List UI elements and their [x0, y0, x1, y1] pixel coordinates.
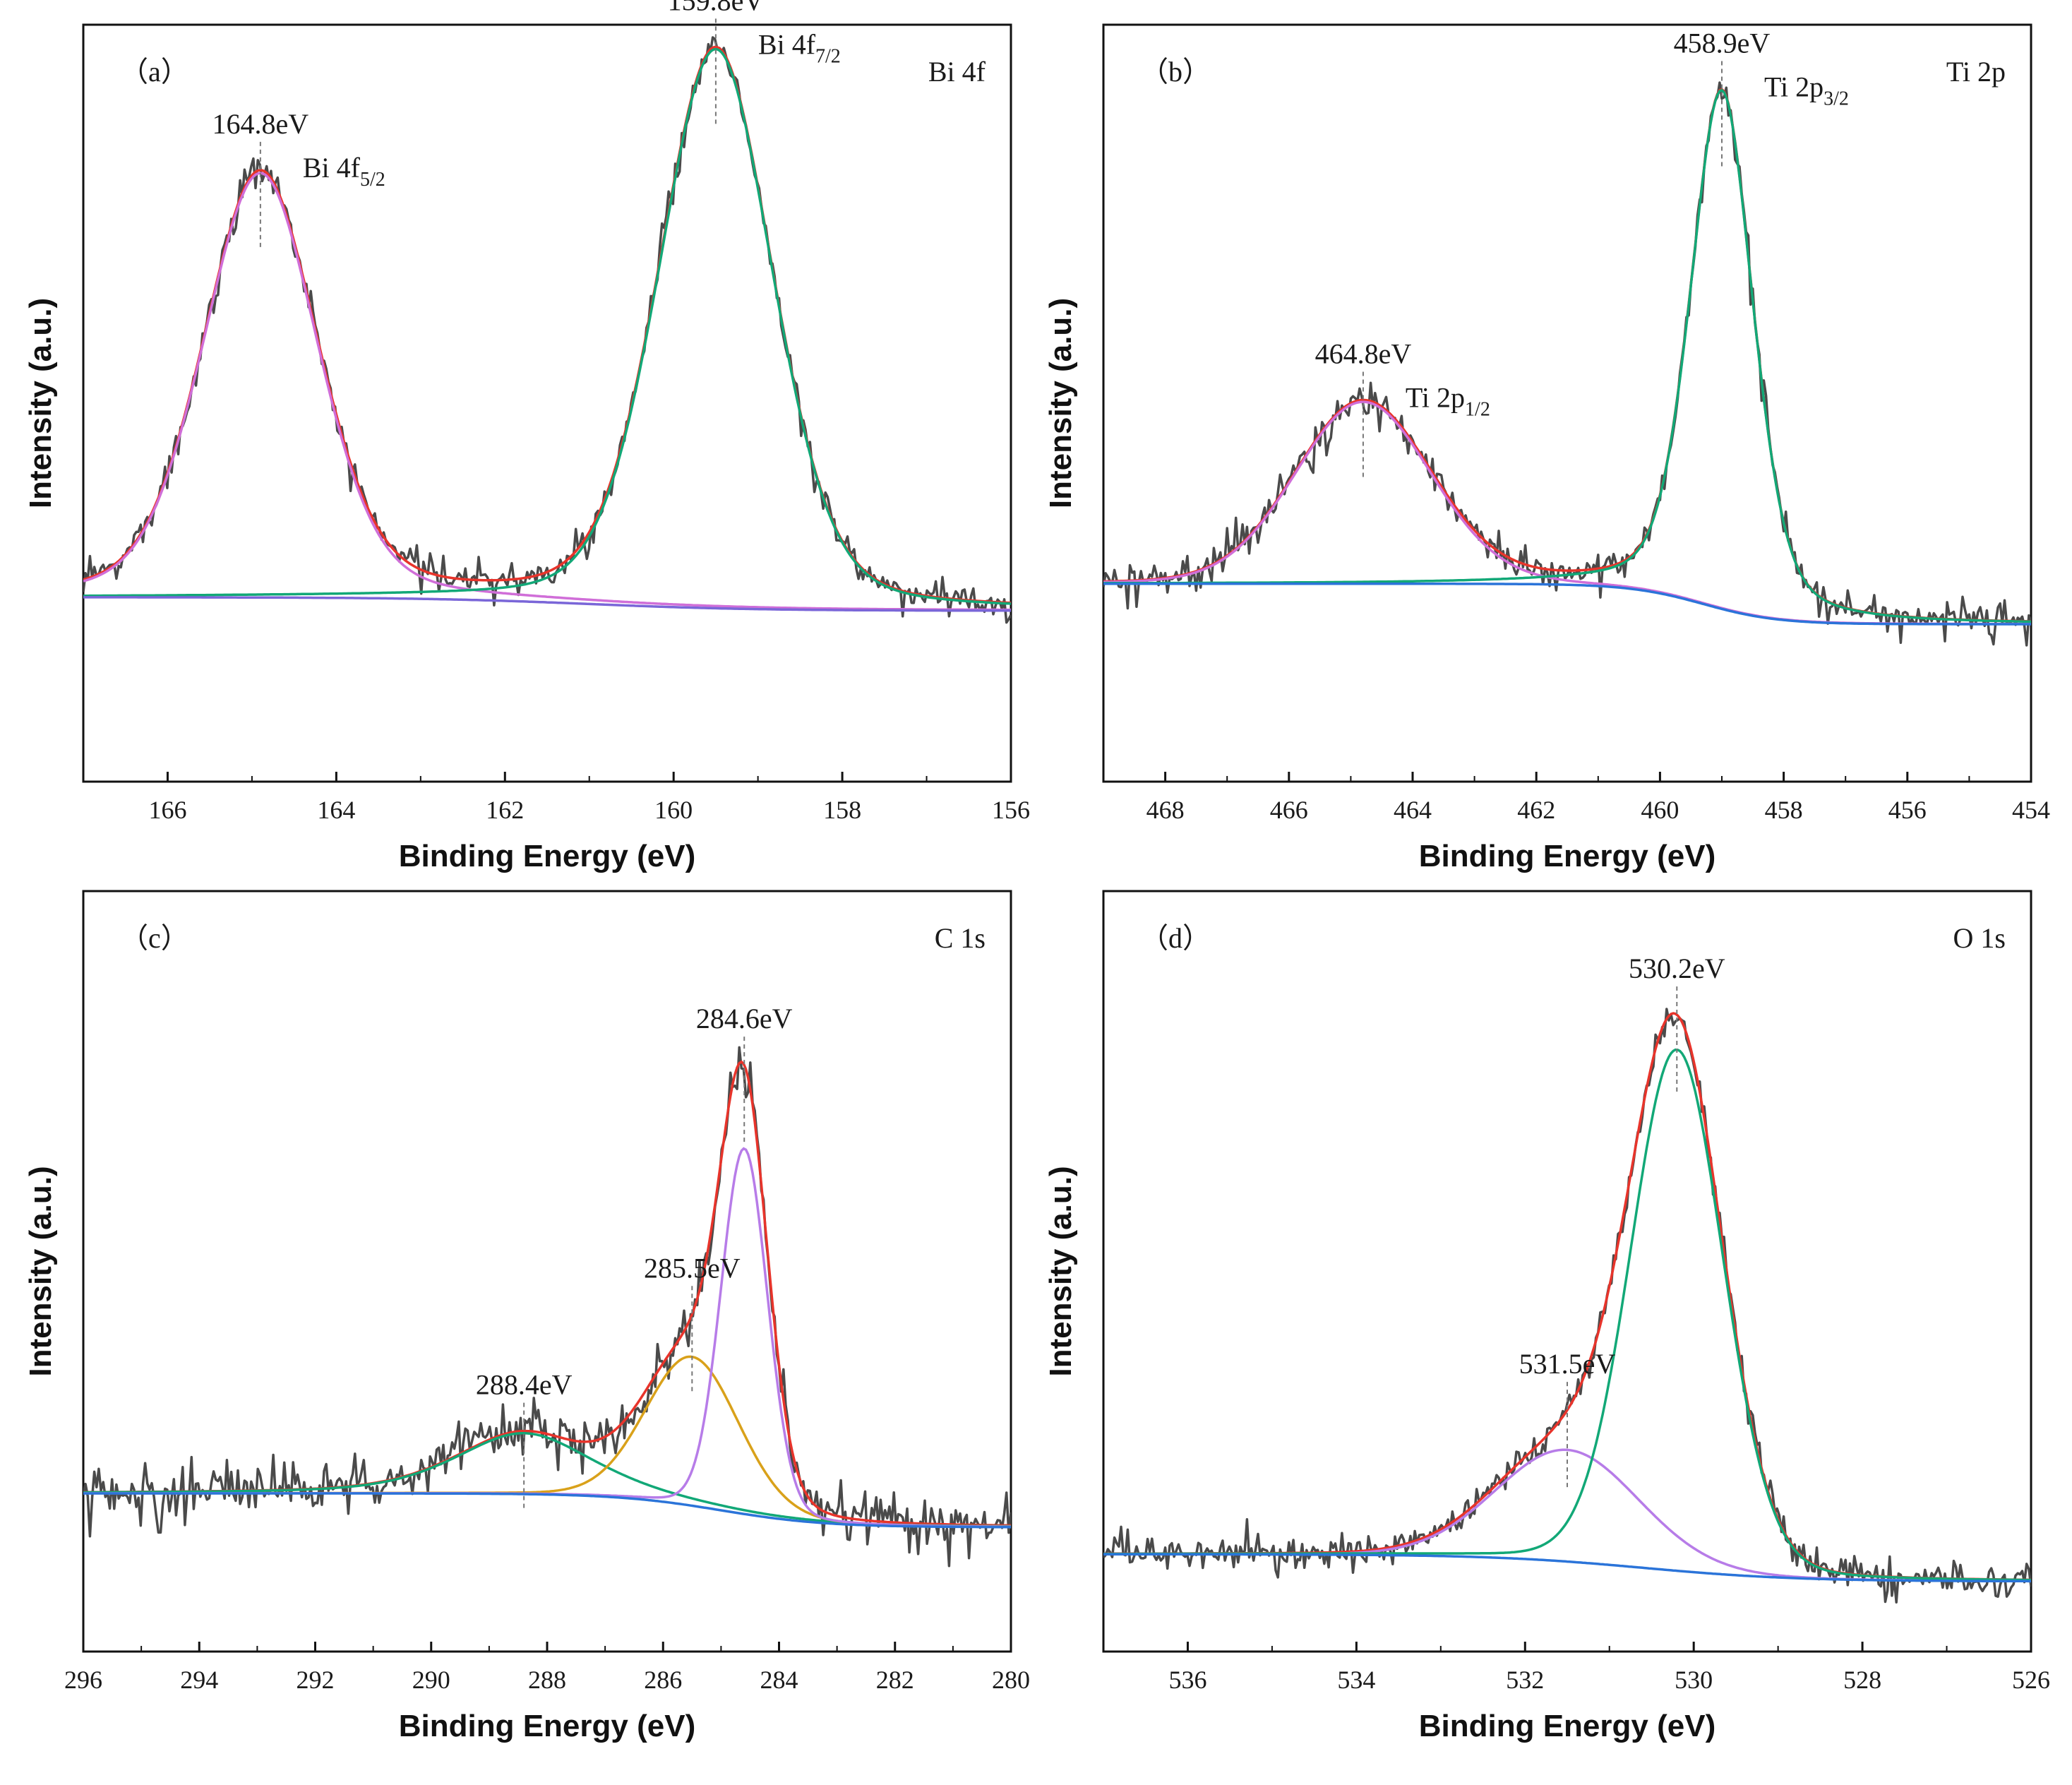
component-fit-line-2	[1103, 1048, 2031, 1582]
orbital-label: Ti 2p1/2	[1406, 381, 1490, 420]
x-axis-title: Binding Energy (eV)	[1419, 1709, 1715, 1743]
x-tick-label: 162	[486, 796, 524, 824]
y-axis-title: Intensity (a.u.)	[1043, 298, 1078, 508]
plot-frame	[1102, 23, 2032, 783]
x-tick-label: 288	[528, 1666, 566, 1694]
background-line	[1103, 583, 2031, 626]
plot-area	[83, 36, 1011, 624]
x-tick-label: 532	[1506, 1666, 1544, 1694]
panel-label: （d）	[1140, 922, 1211, 954]
x-tick-label: 468	[1146, 796, 1185, 824]
plot-area	[83, 1046, 1011, 1568]
orbital-label: Bi 4f7/2	[758, 28, 841, 67]
x-tick-label: 156	[992, 796, 1030, 824]
x-tick-label: 536	[1168, 1666, 1206, 1694]
peak-energy-label: 164.8eV	[212, 108, 309, 140]
orbital-subscript: 7/2	[815, 45, 841, 67]
component-fit-line-1	[83, 172, 1011, 611]
x-tick-label: 528	[1843, 1666, 1881, 1694]
panels: 166 164 162 160 158 156 Binding Energy (eV) Int…	[23, 0, 2050, 1743]
orbital-name: Ti 2p	[1764, 71, 1824, 103]
peak-energy-label: 531.5eV	[1519, 1348, 1616, 1380]
plot-area	[1103, 81, 2031, 647]
x-tick-label: 282	[876, 1666, 914, 1694]
panel-a: 166 164 162 160 158 156 Binding Energy (eV) Int…	[23, 0, 1030, 873]
x-tick-label: 462	[1517, 796, 1555, 824]
x-tick-label: 460	[1641, 796, 1679, 824]
component-fit-line-2	[83, 47, 1011, 605]
background-line	[83, 596, 1011, 612]
y-axis-title: Intensity (a.u.)	[23, 1166, 58, 1376]
peak-energy-label: 284.6eV	[696, 1003, 793, 1034]
plot-frame	[82, 890, 1012, 1653]
peak-energy-label: 530.2eV	[1629, 953, 1725, 984]
raw-spectrum-line	[83, 1046, 1011, 1568]
x-tick-label: 160	[654, 796, 693, 824]
peak-energy-label: 285.5eV	[644, 1252, 741, 1284]
raw-spectrum-line	[1103, 81, 2031, 647]
plot-frame	[1102, 890, 2032, 1653]
panel-label: （b）	[1140, 56, 1211, 88]
plot-area	[1103, 1008, 2031, 1604]
core-level-label: O 1s	[1953, 922, 2006, 954]
peak-energy-label: 288.4eV	[476, 1369, 573, 1401]
x-tick-label: 158	[823, 796, 861, 824]
envelope-fit-line	[1103, 88, 2031, 623]
x-tick-label: 454	[2012, 796, 2050, 824]
orbital-subscript: 5/2	[360, 169, 385, 191]
x-tick-label: 530	[1675, 1666, 1713, 1694]
panel-b: 468 466 464 462 460 458 456 454 Binding Energy (…	[1043, 23, 2050, 873]
x-axis-title: Binding Energy (eV)	[399, 1709, 695, 1743]
raw-spectrum-line	[1103, 1008, 2031, 1604]
plot-frame	[82, 23, 1012, 783]
core-level-label: Bi 4f	[928, 56, 986, 88]
component-fit-line-3	[83, 1147, 1011, 1528]
x-tick-label: 286	[644, 1666, 682, 1694]
core-level-label: Ti 2p	[1946, 56, 2006, 88]
orbital-label: Ti 2p3/2	[1764, 71, 1849, 110]
peak-energy-label: 159.8eV	[668, 0, 765, 16]
x-tick-label: 466	[1270, 796, 1308, 824]
orbital-subscript: 3/2	[1824, 88, 1849, 110]
panel-label: （a）	[120, 56, 189, 88]
envelope-fit-line	[1103, 1012, 2031, 1582]
x-tick-label: 526	[2012, 1666, 2050, 1694]
orbital-label: Bi 4f5/2	[303, 152, 385, 191]
y-axis-title: Intensity (a.u.)	[23, 298, 58, 508]
x-tick-label: 464	[1394, 796, 1432, 824]
peak-energy-label: 458.9eV	[1674, 28, 1771, 59]
orbital-name: Bi 4f	[303, 152, 361, 184]
x-tick-label: 458	[1765, 796, 1803, 824]
x-tick-label: 292	[297, 1666, 335, 1694]
x-tick-label: 164	[317, 796, 355, 824]
panel-c: 296 294 292 290 288 286 284 282 280 Binding Energ…	[23, 890, 1030, 1743]
panel-d: 536 534 532 530 528 526 Binding Energy (eV) Int…	[1043, 890, 2050, 1743]
background-line	[83, 1492, 1011, 1529]
x-axis-title: Binding Energy (eV)	[399, 839, 695, 873]
orbital-name: Ti 2p	[1406, 381, 1465, 413]
core-level-label: C 1s	[935, 922, 986, 954]
x-tick-label: 294	[180, 1666, 218, 1694]
orbital-subscript: 1/2	[1465, 398, 1490, 420]
x-tick-label: 290	[412, 1666, 450, 1694]
y-axis-title: Intensity (a.u.)	[1043, 1166, 1078, 1376]
orbital-name: Bi 4f	[758, 28, 816, 60]
x-tick-label: 284	[760, 1666, 798, 1694]
x-tick-label: 280	[992, 1666, 1030, 1694]
component-fit-line-1	[1103, 400, 2031, 626]
background-line	[1103, 1553, 2031, 1583]
envelope-fit-line	[83, 1060, 1011, 1527]
x-tick-label: 166	[148, 796, 186, 824]
peak-energy-label: 464.8eV	[1315, 338, 1412, 369]
x-axis-title: Binding Energy (eV)	[1419, 839, 1715, 873]
panel-label: （c）	[120, 922, 189, 954]
x-tick-label: 296	[64, 1666, 102, 1694]
x-tick-label: 456	[1888, 796, 1927, 824]
x-tick-label: 534	[1337, 1666, 1375, 1694]
